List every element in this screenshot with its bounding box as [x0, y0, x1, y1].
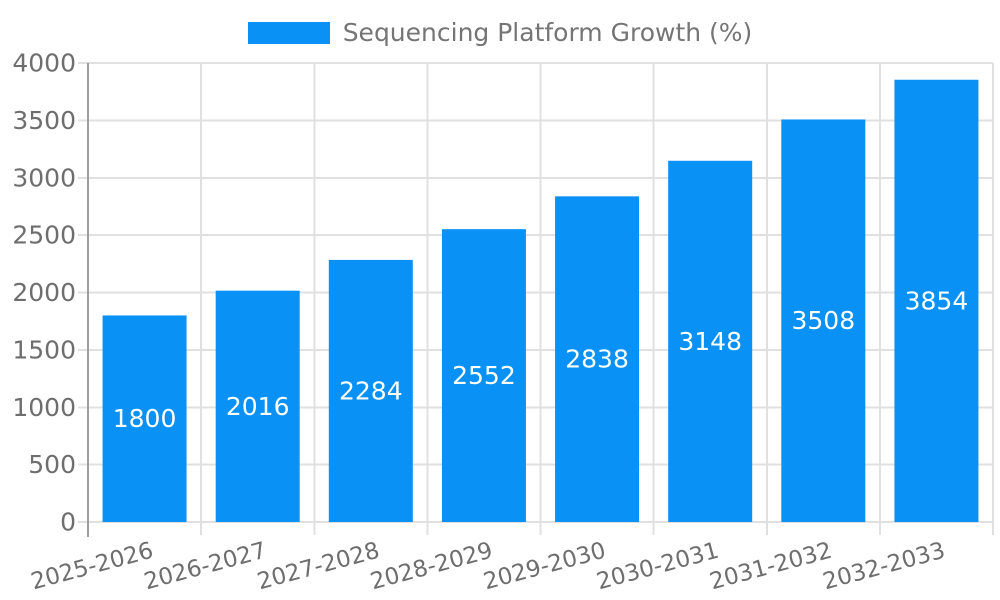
- y-tick-label: 3500: [12, 106, 76, 135]
- bar-value-label: 2016: [226, 392, 290, 421]
- bar: [555, 196, 640, 523]
- y-tick-label: 500: [28, 450, 76, 479]
- bar-value-label: 1800: [113, 404, 177, 433]
- bar: [668, 160, 753, 522]
- bar: [215, 290, 300, 522]
- x-tick-label: 2031-2032: [707, 538, 835, 596]
- legend-swatch: [247, 22, 330, 44]
- legend: Sequencing Platform Growth (%): [0, 20, 1000, 46]
- x-tick-label: 2032-2033: [820, 538, 948, 596]
- bar: [441, 229, 526, 522]
- x-tick-label: 2029-2030: [481, 538, 609, 596]
- bar-value-label: 2284: [339, 376, 403, 405]
- bar-value-label: 3148: [678, 327, 742, 356]
- y-tick-label: 2000: [12, 278, 76, 307]
- bar: [894, 79, 979, 522]
- bar: [328, 259, 413, 522]
- bar-value-label: 3854: [905, 286, 969, 315]
- bar-value-label: 2552: [452, 361, 516, 390]
- x-tick-label: 2027-2028: [255, 538, 383, 596]
- bar: [102, 315, 187, 522]
- y-tick-label: 3000: [12, 163, 76, 192]
- y-tick-label: 0: [60, 508, 76, 537]
- y-tick-label: 1500: [12, 335, 76, 364]
- y-tick-label: 2500: [12, 221, 76, 250]
- x-tick-label: 2026-2027: [141, 538, 269, 596]
- x-tick-label: 2030-2031: [594, 538, 722, 596]
- bar-value-label: 3508: [792, 306, 856, 335]
- bar: [781, 119, 866, 522]
- y-tick-label: 4000: [12, 49, 76, 78]
- x-tick-label: 2025-2026: [28, 538, 156, 596]
- x-tick-label: 2028-2029: [368, 538, 496, 596]
- legend-label: Sequencing Platform Growth (%): [342, 18, 753, 47]
- bar-value-label: 2838: [565, 345, 629, 374]
- y-tick-label: 1000: [12, 393, 76, 422]
